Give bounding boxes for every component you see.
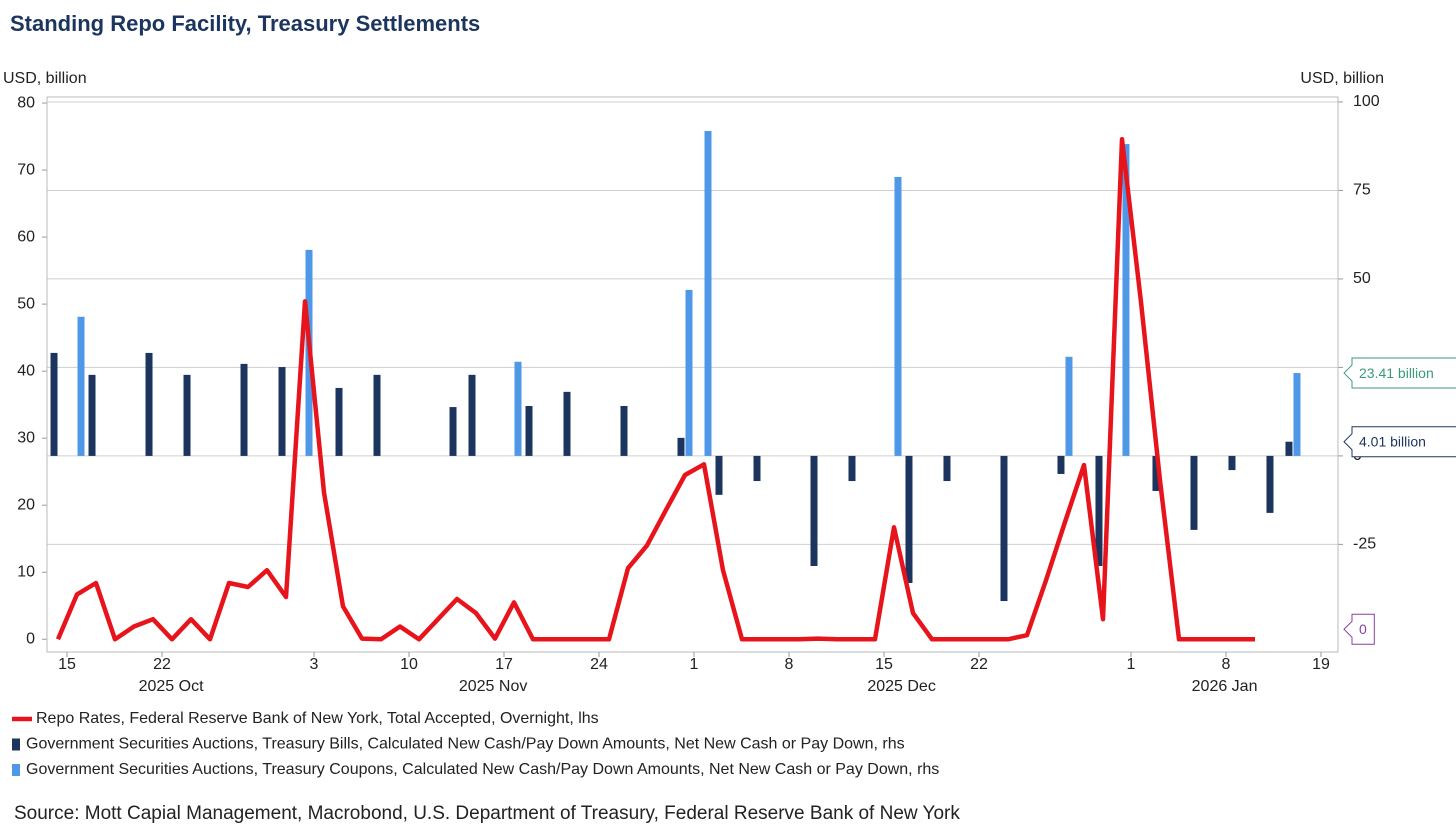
x-group-label: 2026 Jan (1192, 678, 1258, 695)
bar (894, 176, 902, 456)
end-label-box (1343, 357, 1456, 389)
x-tick-label: 19 (1312, 656, 1330, 673)
bar (1065, 356, 1073, 456)
y-tick-label: 80 (17, 94, 35, 111)
bar (704, 130, 712, 456)
y2-tick-label: 100 (1353, 93, 1380, 110)
y-tick-label: 10 (17, 563, 35, 580)
x-tick-label: 24 (590, 656, 608, 673)
y-tick-label: 20 (17, 496, 35, 513)
x-tick-label: 10 (400, 656, 418, 673)
legend-swatch (12, 764, 20, 776)
bar (88, 374, 96, 456)
bar (183, 374, 191, 456)
bar (810, 455, 818, 566)
bar (1266, 455, 1274, 513)
bar (753, 455, 761, 482)
x-tick-label: 15 (58, 656, 76, 673)
bar (449, 407, 457, 456)
plot-frame (46, 96, 1339, 653)
bar (1152, 455, 1160, 491)
x-tick-label: 8 (785, 656, 794, 673)
bar (677, 437, 685, 456)
x-tick-label: 22 (153, 656, 171, 673)
bar (905, 455, 913, 583)
bar (373, 374, 381, 456)
end-label: 23.41 billion (1359, 365, 1434, 381)
legend-label: Government Securities Auctions, Treasury… (26, 736, 905, 753)
bar (715, 455, 723, 495)
bar (1228, 455, 1236, 471)
bar (240, 363, 248, 456)
bar (620, 406, 628, 456)
y-axis-label: USD, billion (3, 70, 87, 87)
x-tick-label: 3 (310, 656, 319, 673)
bar (848, 455, 856, 482)
x-tick-label: 17 (495, 656, 513, 673)
bar (77, 316, 85, 456)
y-tick-label: 60 (17, 228, 35, 245)
bar (943, 455, 951, 482)
bar (685, 289, 693, 456)
y-tick-label: 40 (17, 362, 35, 379)
y2-axis-label: USD, billion (1300, 70, 1384, 87)
bar (50, 352, 58, 456)
x-tick-label: 22 (970, 656, 988, 673)
bar (563, 391, 571, 456)
bar (145, 352, 153, 456)
chart-title: Standing Repo Facility, Treasury Settlem… (10, 11, 480, 36)
end-label-box (1343, 426, 1456, 458)
y2-tick-label: 75 (1353, 182, 1371, 199)
legend-swatch (12, 738, 20, 751)
line (55, 136, 1255, 642)
bar (1095, 455, 1103, 566)
bar (1057, 455, 1065, 474)
source: Source: Mott Capial Management, Macrobon… (14, 803, 960, 824)
x-tick-label: 1 (1127, 656, 1136, 673)
y-tick-label: 30 (17, 429, 35, 446)
legend-label: Government Securities Auctions, Treasury… (26, 761, 939, 778)
end-label-box (1343, 613, 1375, 645)
y2-tick-label: 50 (1353, 270, 1371, 287)
bar (525, 406, 533, 456)
x-tick-label: 15 (875, 656, 893, 673)
bar (335, 387, 343, 456)
bar (514, 361, 522, 456)
x-group-label: 2025 Dec (867, 678, 936, 695)
x-group-label: 2025 Oct (139, 678, 204, 695)
x-tick-label: 1 (690, 656, 699, 673)
end-label: 0 (1359, 621, 1367, 637)
legend-label: Repo Rates, Federal Reserve Bank of New … (36, 710, 599, 727)
bar (1285, 441, 1293, 456)
bar (278, 367, 286, 456)
bar (468, 374, 476, 456)
bar (1190, 455, 1198, 530)
bar (1122, 144, 1130, 456)
y-tick-label: 0 (26, 630, 35, 647)
y-tick-label: 50 (17, 295, 35, 312)
y2-tick-label: -25 (1353, 536, 1376, 553)
bar (1293, 373, 1301, 456)
x-tick-label: 8 (1222, 656, 1231, 673)
x-group-label: 2025 Nov (459, 678, 528, 695)
bar (1000, 455, 1008, 602)
end-label: 4.01 billion (1359, 433, 1426, 449)
y-tick-label: 70 (17, 161, 35, 178)
